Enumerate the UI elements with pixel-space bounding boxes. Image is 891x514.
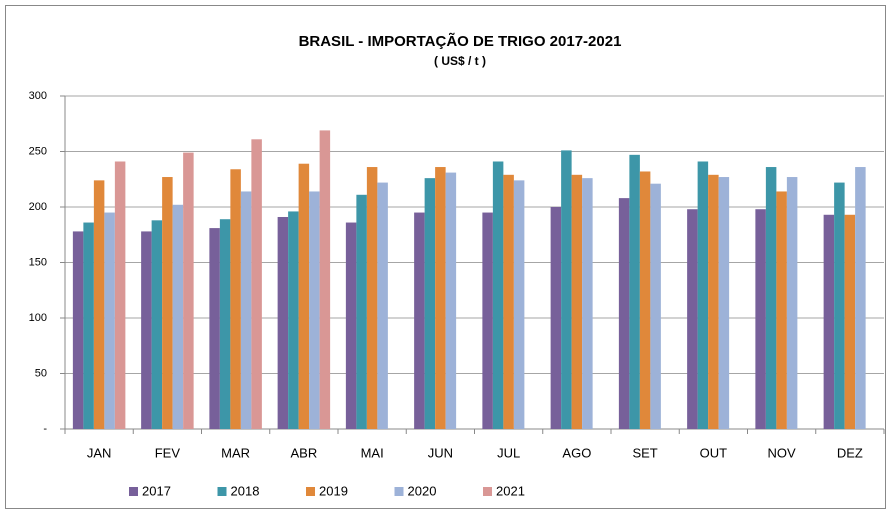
legend-label: 2020 <box>408 483 437 498</box>
bar <box>104 212 115 429</box>
x-tick-label: MAI <box>361 445 384 460</box>
bar <box>513 180 525 429</box>
bar <box>786 177 798 429</box>
y-tick-label: 150 <box>29 256 47 268</box>
bar <box>356 194 367 429</box>
bar <box>708 174 719 429</box>
bar <box>855 167 866 430</box>
bar <box>435 167 446 430</box>
bar <box>550 207 562 429</box>
legend-label: 2017 <box>142 483 171 498</box>
x-tick-label: SET <box>632 445 657 460</box>
chart-title: BRASIL - IMPORTAÇÃO DE TRIGO 2017-2021 <box>299 32 622 50</box>
y-tick-label: 200 <box>29 201 47 213</box>
x-tick-label: FEV <box>155 445 181 460</box>
bar <box>503 174 514 429</box>
legend-swatch <box>306 487 315 496</box>
x-tick-label: JUL <box>497 445 520 460</box>
y-tick-label: 250 <box>29 145 47 157</box>
bar <box>639 171 651 430</box>
bar <box>687 209 698 429</box>
x-tick-label: NOV <box>768 445 797 460</box>
bar <box>697 161 709 430</box>
bar <box>571 174 583 429</box>
x-tick-label: OUT <box>700 445 728 460</box>
bar <box>93 180 105 429</box>
bar <box>209 228 220 429</box>
legend-label: 2021 <box>496 483 525 498</box>
bar <box>183 152 194 430</box>
bar <box>414 212 425 429</box>
bar <box>823 214 835 429</box>
legend-swatch <box>394 487 404 496</box>
bar <box>424 178 436 429</box>
legend-label: 2018 <box>231 483 260 498</box>
bar <box>114 161 126 430</box>
bar <box>298 163 310 429</box>
bar <box>151 220 163 429</box>
legend-label: 2019 <box>319 483 348 498</box>
bar <box>288 211 299 429</box>
legend-swatch <box>217 487 227 496</box>
bar <box>72 231 84 429</box>
bar <box>319 130 331 429</box>
bar <box>582 178 593 429</box>
bar <box>618 198 630 429</box>
bar <box>162 177 173 429</box>
bar <box>776 191 787 429</box>
bar <box>650 183 661 429</box>
legend-swatch <box>129 487 138 496</box>
y-tick-label: 50 <box>35 367 47 379</box>
x-tick-label: AGO <box>562 445 591 460</box>
bar <box>492 161 504 430</box>
bar <box>844 214 856 429</box>
bar <box>83 222 94 429</box>
chart-subtitle: ( US$ / t ) <box>434 54 486 68</box>
bar <box>240 191 252 429</box>
bar <box>755 209 766 429</box>
x-tick-label: MAR <box>221 445 250 460</box>
bar <box>718 177 730 429</box>
bar <box>834 182 845 429</box>
y-tick-label: 300 <box>29 90 47 102</box>
bar <box>765 167 777 430</box>
y-tick-label: 100 <box>29 312 47 324</box>
bar <box>172 204 184 429</box>
x-tick-label: JUN <box>428 445 453 460</box>
bar <box>251 139 262 430</box>
x-tick-label: JAN <box>87 445 112 460</box>
bar <box>629 154 640 429</box>
y-tick-label: - <box>43 423 47 435</box>
x-tick-label: ABR <box>291 445 318 460</box>
bar <box>141 231 152 429</box>
bar <box>309 191 320 429</box>
bar <box>230 169 241 429</box>
bar <box>445 172 457 429</box>
bar <box>345 222 357 429</box>
legend-swatch <box>483 487 492 496</box>
bar <box>482 212 493 429</box>
x-tick-label: DEZ <box>837 445 863 460</box>
bar <box>277 216 289 429</box>
bar <box>366 167 378 430</box>
bar <box>377 182 388 429</box>
bar <box>219 219 231 429</box>
bar <box>561 150 572 429</box>
